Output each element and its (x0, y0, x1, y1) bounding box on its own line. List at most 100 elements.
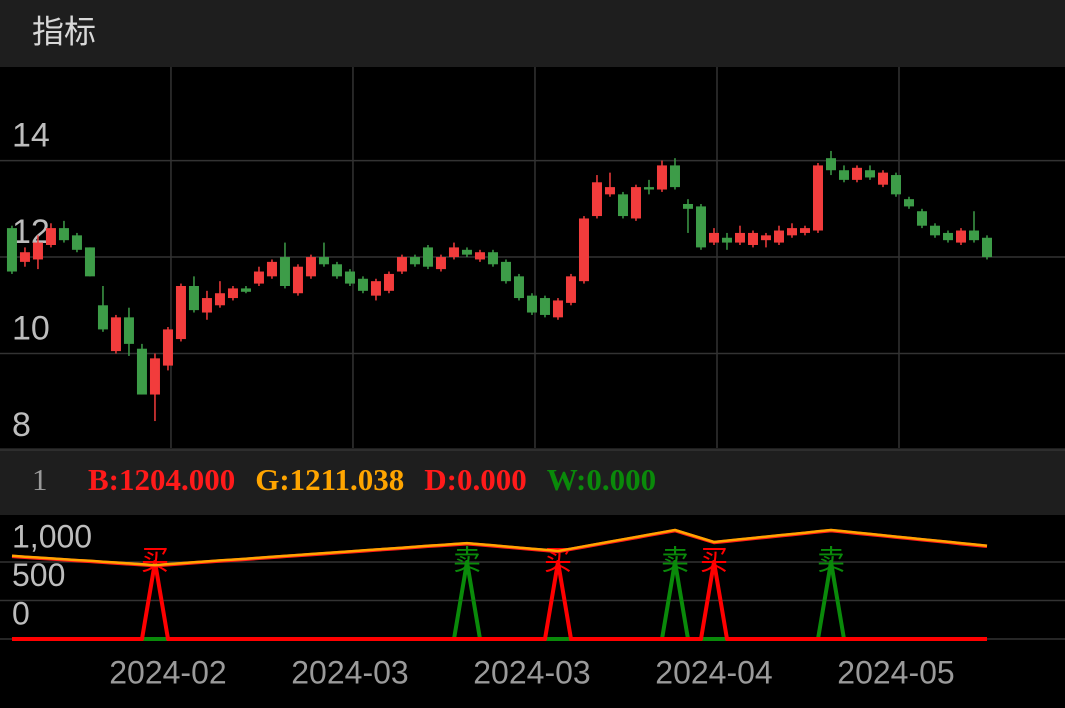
candle-body (344, 271, 355, 284)
candle-body (513, 276, 524, 299)
candle-body (500, 261, 511, 282)
candle-body (526, 295, 537, 313)
y-tick-label: 1,000 (12, 518, 92, 554)
header-title: 指标 (32, 13, 96, 49)
candle-body (539, 298, 550, 315)
candle-body (825, 158, 836, 171)
candle-body (721, 237, 732, 243)
candle-body (58, 228, 69, 241)
signal-label: 买 (700, 544, 728, 575)
candle-body (487, 252, 498, 265)
x-tick-label: 2024-04 (655, 654, 772, 690)
candle-body (773, 230, 784, 243)
candle-body (422, 247, 433, 267)
candle-body (669, 165, 680, 188)
x-tick-label: 2024-02 (109, 654, 226, 690)
candle-body (448, 247, 459, 258)
series-line (11, 528, 988, 567)
candle-body (565, 276, 576, 303)
candle-body (643, 187, 654, 190)
candle-body (695, 206, 706, 248)
candle-body (240, 288, 251, 292)
signal-label: 卖 (661, 544, 689, 575)
candle-body (916, 211, 927, 226)
candle-body (409, 257, 420, 265)
candle-body (474, 252, 485, 260)
candle-body (383, 273, 394, 291)
y-tick-label: 8 (12, 406, 31, 444)
y-tick-label: 500 (12, 557, 65, 593)
candle-body (955, 230, 966, 243)
candle-body (747, 232, 758, 245)
candle-body (149, 358, 160, 395)
x-tick-label: 2024-03 (291, 654, 408, 690)
candle-body (838, 170, 849, 180)
candle-body (929, 225, 940, 236)
candle-body (734, 232, 745, 243)
candle-body (266, 261, 277, 277)
candle-body (617, 194, 628, 217)
candle-body (292, 266, 303, 294)
candle-body (630, 187, 641, 219)
candle-body (578, 218, 589, 282)
candle-body (318, 257, 329, 265)
candle-body (968, 230, 979, 241)
candle-body (786, 228, 797, 236)
candle-body (591, 182, 602, 217)
series-line (12, 560, 987, 641)
signal-label: 卖 (817, 544, 845, 575)
candle-body (214, 293, 225, 306)
readout-label: D:0.000 (424, 462, 526, 497)
candle-body (32, 242, 43, 260)
candle-body (903, 199, 914, 207)
candle-body (19, 252, 30, 262)
y-tick-label: 12 (12, 213, 50, 251)
candle-body (942, 232, 953, 241)
candle-body (552, 300, 563, 318)
candle-body (864, 170, 875, 178)
candle-body (84, 247, 95, 277)
candle-body (162, 329, 173, 366)
candle-body (760, 235, 771, 241)
candle-body (812, 165, 823, 231)
signal-label: 卖 (453, 544, 481, 575)
candle-body (45, 228, 56, 245)
y-tick-label: 0 (12, 595, 30, 631)
readout-label: B:1204.000 (88, 462, 235, 497)
candle-body (110, 317, 121, 352)
candle-body (890, 175, 901, 195)
signal-label: 买 (141, 544, 169, 575)
x-tick-label: 2024-05 (837, 654, 954, 690)
y-tick-label: 14 (12, 117, 50, 155)
readout-label: G:1211.038 (255, 462, 404, 497)
readout-label: W:0.000 (547, 462, 656, 497)
candle-body (656, 165, 667, 190)
candle-body (175, 285, 186, 340)
candle-body (71, 235, 82, 250)
readout-bar (0, 448, 1065, 515)
candle-body (188, 285, 199, 311)
candle-body (6, 228, 17, 272)
header-bar (0, 0, 1065, 67)
candle-body (708, 232, 719, 243)
candle-body (97, 305, 108, 330)
candle-body (201, 298, 212, 313)
candle-body (461, 249, 472, 255)
candle-body (981, 237, 992, 258)
candle-body (370, 281, 381, 296)
candle-body (123, 317, 134, 344)
x-tick-label: 2024-03 (473, 654, 590, 690)
candle-body (305, 257, 316, 277)
candle-body (877, 172, 888, 185)
candle-body (396, 257, 407, 272)
y-tick-label: 10 (12, 310, 50, 348)
indicator-param: 1 (32, 462, 48, 497)
candle-body (253, 271, 264, 284)
candle-body (851, 167, 862, 180)
indicator-pane (0, 515, 1065, 708)
candle-body (799, 228, 810, 233)
candle-body (227, 288, 238, 299)
candle-body (682, 203, 693, 209)
candle-body (331, 264, 342, 277)
candle-body (279, 257, 290, 286)
